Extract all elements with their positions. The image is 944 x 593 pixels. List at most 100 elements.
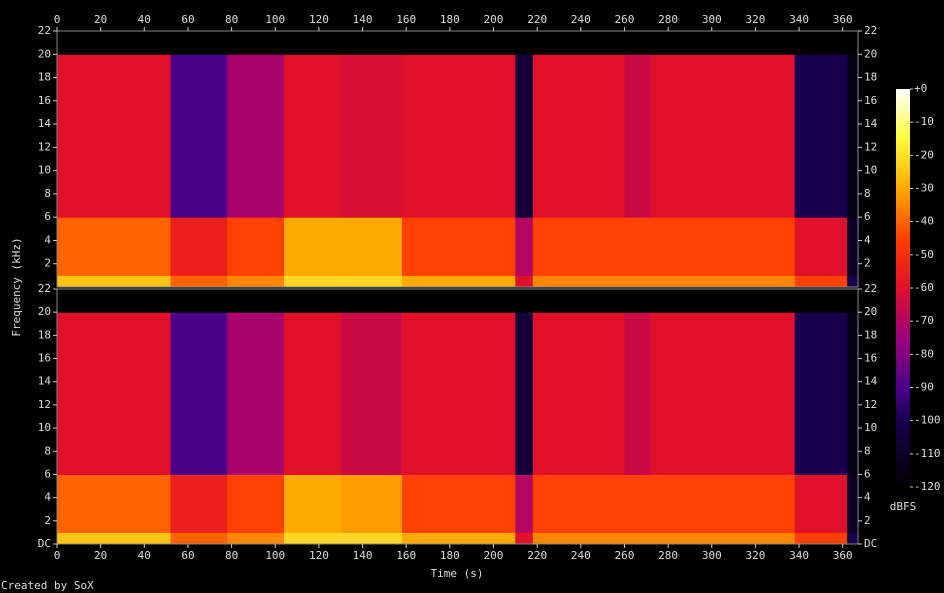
colorbar-tick-label: -30 — [914, 182, 934, 195]
spectrum-cell — [515, 31, 534, 55]
spectrum-cell — [57, 289, 171, 313]
spectrum-cell — [57, 217, 171, 276]
x-axis-label: Time (s) — [431, 567, 484, 580]
spectrum-cell — [340, 289, 403, 313]
y-tick-label: 22 — [38, 24, 51, 37]
colorbar-tick-label: -60 — [914, 281, 934, 294]
spectrum-cell — [401, 217, 516, 276]
spectrum-cell — [340, 54, 403, 218]
spectrum-cell — [794, 532, 848, 545]
y-tick-label: 14 — [864, 375, 878, 388]
spectrum-cell — [532, 532, 625, 545]
x-tick-label: 240 — [571, 13, 591, 26]
y-tick-label: 14 — [38, 375, 52, 388]
y-tick-label: 8 — [864, 444, 871, 457]
x-tick-label: 60 — [181, 549, 194, 562]
spectrum-cell — [624, 312, 652, 475]
spectrum-cell — [227, 54, 285, 218]
x-tick-label: 120 — [309, 549, 329, 562]
y-tick-label: 2 — [44, 257, 51, 270]
spectrum-cell — [401, 532, 516, 545]
x-tick-label: 360 — [833, 13, 853, 26]
y-tick-label: 14 — [38, 117, 52, 130]
spectrum-cell — [515, 289, 534, 313]
y-tick-label: 6 — [864, 467, 871, 480]
colorbar-tick-label: -90 — [914, 381, 934, 394]
spectrum-cell — [624, 474, 652, 533]
spectrum-cell — [794, 31, 848, 55]
spectrum-cell — [170, 275, 228, 288]
y-tick-label: 8 — [864, 187, 871, 200]
spectrum-cell — [401, 312, 516, 475]
spectrum-cell — [401, 289, 516, 313]
spectrum-cell — [624, 275, 652, 288]
x-tick-label: 260 — [615, 549, 635, 562]
y-tick-label: 18 — [864, 71, 877, 84]
panel-frame — [56, 30, 859, 288]
spectrum-cell — [650, 217, 796, 276]
y-tick-label: 10 — [38, 421, 51, 434]
x-tick-label: 160 — [396, 13, 416, 26]
spectrum-cell — [650, 289, 796, 313]
spectrum-cell — [515, 532, 534, 545]
spectrum-cell — [847, 474, 859, 533]
y-tick-label: DC — [864, 537, 877, 550]
x-tick-label: 140 — [353, 13, 373, 26]
y-tick-label: 8 — [44, 444, 51, 457]
spectrum-cell — [847, 312, 859, 475]
spectrum-cell — [532, 275, 625, 288]
x-tick-label: 300 — [702, 13, 722, 26]
x-tick-label: 80 — [225, 549, 238, 562]
spectrum-cell — [532, 289, 625, 313]
x-tick-label: 280 — [658, 549, 678, 562]
spectrum-cell — [170, 532, 228, 545]
spectrum-cell — [283, 31, 342, 55]
y-tick-label: 18 — [38, 71, 51, 84]
x-tick-label: 0 — [54, 549, 61, 562]
spectrum-cell — [57, 31, 171, 55]
y-tick-label: 22 — [38, 282, 51, 295]
spectrum-cell — [847, 289, 859, 313]
colorbar-tick-label: -40 — [914, 215, 934, 228]
spectrum-cell — [57, 474, 171, 533]
spectrum-cell — [624, 532, 652, 545]
spectrum-cell — [340, 217, 403, 276]
x-tick-label: 120 — [309, 13, 329, 26]
x-tick-label: 200 — [484, 13, 504, 26]
y-tick-label: 18 — [38, 328, 51, 341]
x-tick-label: 300 — [702, 549, 722, 562]
spectrum-cell — [57, 312, 171, 475]
spectrum-cell — [283, 289, 342, 313]
x-tick-label: 280 — [658, 13, 678, 26]
spectrum-cell — [170, 289, 228, 313]
colorbar-tick-label: -120 — [914, 480, 941, 493]
x-tick-label: 20 — [94, 549, 107, 562]
x-tick-label: 80 — [225, 13, 238, 26]
spectrum-cell — [401, 31, 516, 55]
spectrum-cell — [340, 31, 403, 55]
y-tick-label: 22 — [864, 282, 877, 295]
spectrum-cell — [227, 31, 285, 55]
spectrum-cell — [283, 474, 342, 533]
colorbar-tick-label: +0 — [914, 82, 927, 95]
spectrum-cell — [515, 217, 534, 276]
colorbar-tick-label: -100 — [914, 414, 941, 427]
y-tick-label: 20 — [864, 305, 877, 318]
spectrum-cell — [283, 217, 342, 276]
spectrum-cell — [170, 31, 228, 55]
spectrum-cell — [227, 474, 285, 533]
colorbar-tick-label: -50 — [914, 248, 934, 261]
spectrum-cell — [340, 532, 403, 545]
spectrum-cell — [847, 217, 859, 276]
x-tick-label: 20 — [94, 13, 107, 26]
y-tick-label: 10 — [864, 164, 877, 177]
y-tick-label: 16 — [38, 352, 51, 365]
spectrum-cell — [650, 474, 796, 533]
spectrum-cell — [650, 54, 796, 218]
x-tick-label: 200 — [484, 549, 504, 562]
spectrum-cell — [532, 217, 625, 276]
y-tick-label: 6 — [864, 210, 871, 223]
spectrum-cell — [532, 312, 625, 475]
x-tick-label: 320 — [745, 549, 765, 562]
x-tick-label: 180 — [440, 549, 460, 562]
